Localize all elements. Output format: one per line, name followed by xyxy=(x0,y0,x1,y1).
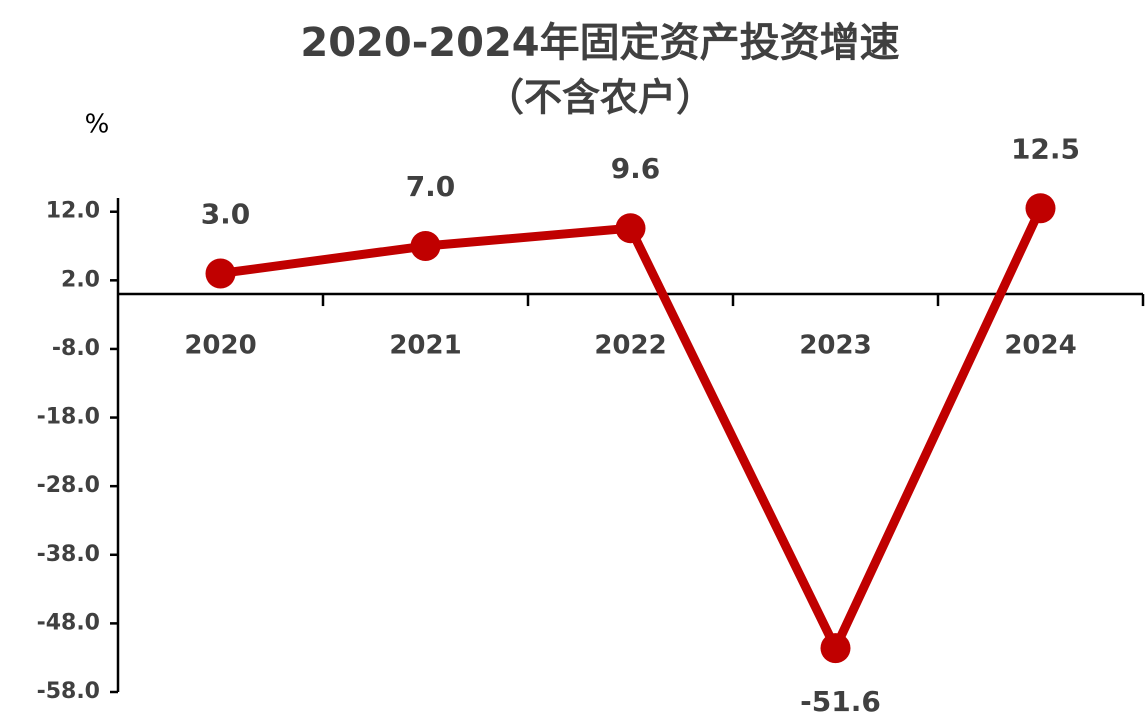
series-line xyxy=(219,206,1045,653)
y-tick-label: -28.0 xyxy=(37,473,100,498)
data-label: 9.6 xyxy=(611,152,661,185)
chart-title: 2020-2024年固定资产投资增速 xyxy=(300,20,899,66)
point xyxy=(820,633,851,664)
y-axis-label: % xyxy=(85,110,110,140)
data-label: 12.5 xyxy=(1011,132,1080,165)
y-tick-label: -58.0 xyxy=(37,679,100,704)
y-tick-label: 12.0 xyxy=(46,199,100,224)
data-label: 7.0 xyxy=(406,170,456,203)
data-label: -51.6 xyxy=(800,685,881,718)
x-tick-label: 2021 xyxy=(389,331,461,361)
y-tick-label: -18.0 xyxy=(37,405,100,430)
y-tick-label: 2.0 xyxy=(61,267,100,292)
y-tick-label: -48.0 xyxy=(37,610,100,635)
data-label: 3.0 xyxy=(201,197,251,230)
y-tick-label: -38.0 xyxy=(37,542,100,567)
point xyxy=(410,231,441,262)
x-tick-label: 2022 xyxy=(594,331,666,361)
x-tick-label: 2023 xyxy=(799,331,871,361)
y-tick-label: -8.0 xyxy=(52,336,100,361)
chart-subtitle: （不含农户） xyxy=(486,76,714,120)
x-tick-label: 2020 xyxy=(184,331,256,361)
point xyxy=(615,213,646,244)
point xyxy=(205,258,236,289)
point xyxy=(1025,193,1056,224)
x-tick-label: 2024 xyxy=(1004,331,1076,361)
